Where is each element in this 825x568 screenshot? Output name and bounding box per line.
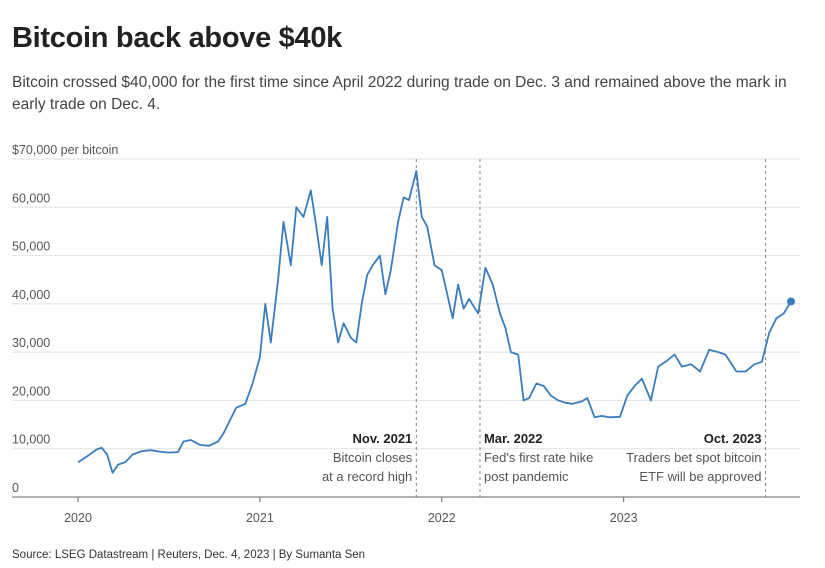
x-axis: 2020 2021 2022 2023 <box>12 496 800 525</box>
y-tick-label: 50,000 <box>12 240 50 254</box>
annotation-title: Nov. 2021 <box>353 431 413 446</box>
annotation-text: ETF will be approved <box>639 469 761 484</box>
series-line <box>77 170 792 474</box>
source-note: Source: LSEG Datastream | Reuters, Dec. … <box>12 549 366 561</box>
annotation-text: Traders bet spot bitcoin <box>626 450 761 465</box>
annotation-title: Mar. 2022 <box>484 431 543 446</box>
price-series <box>77 170 795 474</box>
y-axis-labels: 0 10,000 20,000 30,000 40,000 50,000 60,000 $70… <box>12 143 118 495</box>
y-tick-label: 20,000 <box>12 384 50 398</box>
annotation-text: at a record high <box>322 469 412 484</box>
annotation-labels: Nov. 2021 Bitcoin closes at a record high M… <box>322 431 762 484</box>
chart-subtitle: Bitcoin crossed $40,000 for the first ti… <box>12 74 787 113</box>
annotation-text: post pandemic <box>484 469 569 484</box>
y-tick-label: 30,000 <box>12 336 50 350</box>
chart-title: Bitcoin back above $40k <box>12 22 342 54</box>
y-tick-label: 40,000 <box>12 288 50 302</box>
annotation-lines <box>415 159 767 497</box>
annotation-title: Oct. 2023 <box>704 431 762 446</box>
x-tick-label: 2023 <box>610 511 638 525</box>
gridlines <box>12 158 800 450</box>
latest-point-marker <box>787 297 795 306</box>
y-tick-label: 0 <box>12 481 19 495</box>
x-tick-label: 2022 <box>428 511 456 525</box>
y-tick-label: 60,000 <box>12 191 50 205</box>
annotation-text: Bitcoin closes <box>333 450 413 465</box>
annotation-text: Fed's first rate hike <box>484 450 593 465</box>
y-tick-label: 10,000 <box>12 433 50 447</box>
x-tick-label: 2020 <box>64 511 92 525</box>
x-tick-label: 2021 <box>246 511 274 525</box>
y-tick-label: $70,000 per bitcoin <box>12 143 118 157</box>
